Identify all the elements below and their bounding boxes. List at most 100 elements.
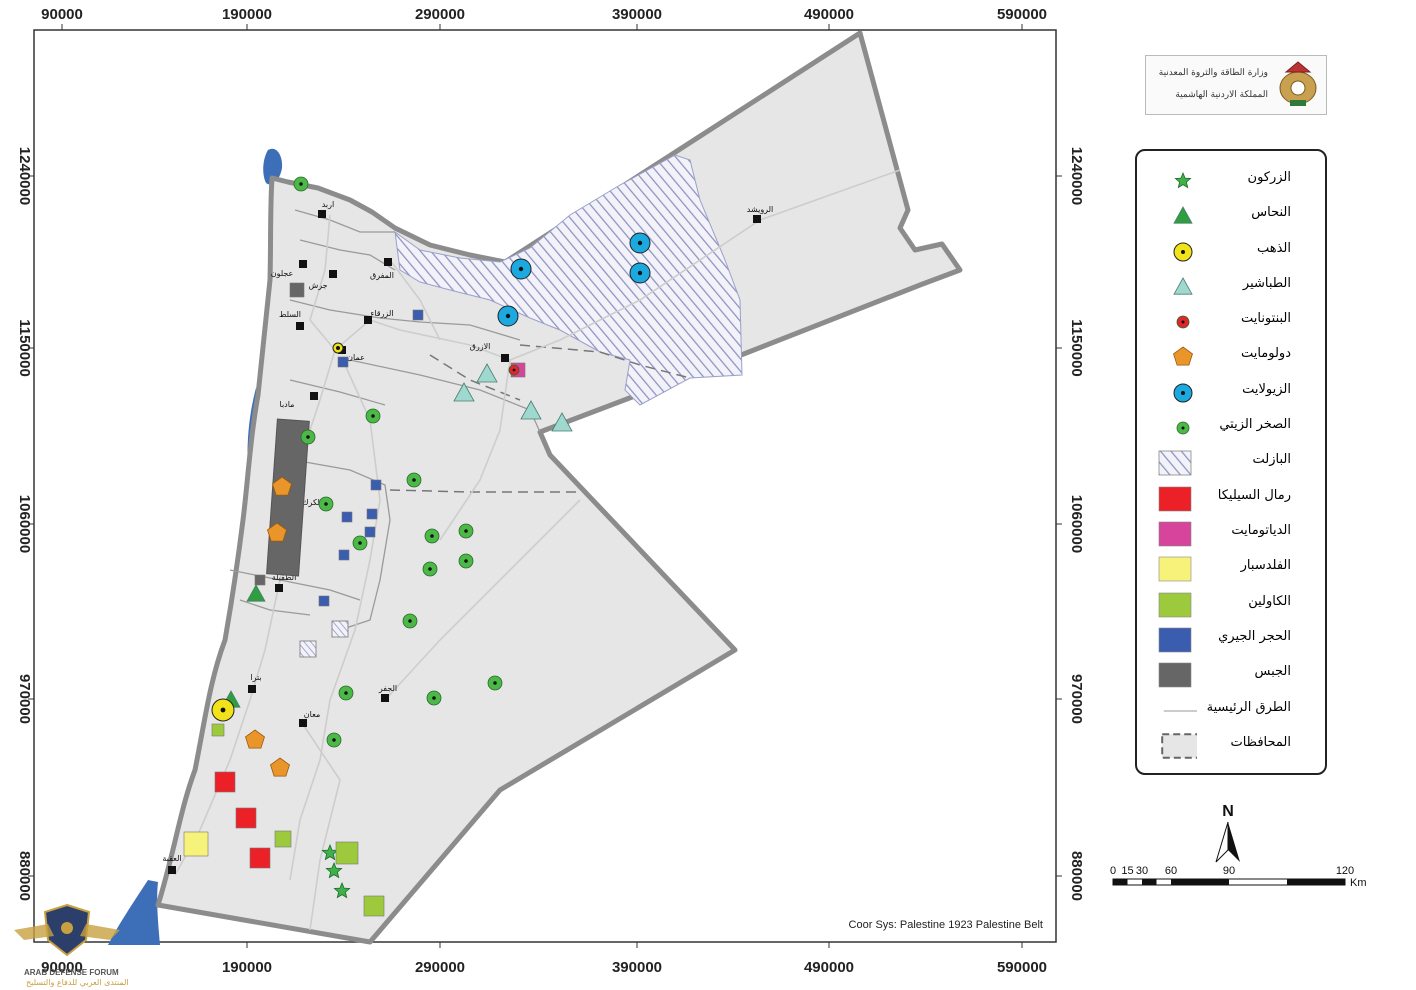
city-label: الجفر: [378, 684, 397, 693]
deposit-rect-marker: [364, 526, 376, 538]
city-square-icon: [381, 694, 389, 702]
deposit-pentagon-marker: [267, 522, 287, 542]
deposit-small-dot-marker: [352, 535, 368, 551]
scale-label: 90: [1223, 865, 1235, 877]
x-tick-label: 490000: [804, 959, 854, 976]
legend-item: الطرق الرئيسية: [1145, 696, 1321, 726]
city-square-icon: [318, 210, 326, 218]
deposit-hatch-marker: [331, 620, 349, 638]
city-markers: اربد عجلون جرش المفرق السلط الزرقاء عمان الازرق…: [162, 200, 773, 874]
x-tick-label: 290000: [415, 959, 465, 976]
y-axis-ticks-left: 1240000 1150000 1060000 970000 880000: [16, 147, 34, 901]
deposit-small-dot-marker: [318, 496, 334, 512]
legend-item: الذهب: [1145, 237, 1321, 267]
deposit-small-dot-marker: [406, 472, 422, 488]
legend-item: الكاولين: [1145, 590, 1321, 620]
deposit-rect-marker: [370, 479, 382, 491]
watermark-subtitle: المنتدى العربي للدفاع والتسليح: [26, 978, 129, 987]
y-tick-label: 1240000: [1068, 147, 1085, 205]
legend-label: الزيولايت: [1242, 382, 1291, 397]
city-label: اربد: [322, 200, 335, 209]
legend-dashed-rect-icon: [1161, 733, 1197, 759]
legend-rect-icon: [1158, 521, 1192, 547]
scale-label: 120: [1336, 865, 1354, 877]
jordan-country-shape: [155, 30, 963, 945]
mineral-deposits: [183, 176, 651, 917]
city-square-icon: [168, 866, 176, 874]
y-tick-label: 880000: [16, 851, 33, 901]
deposit-small-dot-marker: [458, 553, 474, 569]
legend-label: البازلت: [1252, 452, 1291, 467]
legend-item: دولومايت: [1145, 342, 1321, 372]
scale-label: 60: [1165, 865, 1177, 877]
legend-symbol: [1173, 242, 1193, 262]
legend-label: الزركون: [1247, 170, 1291, 185]
legend-symbol: [1176, 421, 1190, 435]
legend-symbol: [1161, 733, 1197, 759]
city-label: الكرك: [302, 498, 322, 507]
legend-item: المحافظات: [1145, 731, 1321, 761]
watermark-title: ARAB DEFENSE FORUM: [24, 968, 119, 977]
legend-small-dot-icon: [1176, 315, 1190, 329]
legend-symbol: [1176, 315, 1190, 329]
city-label: عمان: [347, 353, 365, 362]
x-tick-label: 390000: [612, 959, 662, 976]
deposit-triangle-marker: [476, 363, 498, 383]
city-label: الزرقاء: [371, 309, 394, 318]
y-tick-label: 1150000: [16, 319, 33, 377]
north-letter: N: [1222, 803, 1234, 820]
deposit-rect-marker: [412, 309, 424, 321]
scale-label: 30: [1136, 865, 1148, 877]
legend-label: الطرق الرئيسية: [1206, 700, 1291, 715]
city-label: المفرق: [370, 271, 394, 280]
deposit-triangle-marker: [520, 400, 542, 420]
legend-label: الدياتومايت: [1231, 523, 1291, 538]
y-tick-label: 1060000: [1068, 495, 1085, 553]
x-tick-label: 590000: [997, 959, 1047, 976]
deposit-small-dot-marker: [402, 613, 418, 629]
y-axis-ticks-right: 1240000 1150000 1060000 970000 880000: [1056, 147, 1085, 901]
legend-item: الدياتومايت: [1145, 519, 1321, 549]
x-tick-label: 190000: [222, 6, 272, 23]
deposit-triangle-marker: [551, 412, 573, 432]
y-tick-label: 1060000: [16, 495, 33, 553]
deposit-small-dot-marker: [422, 561, 438, 577]
legend-label: البنتونايت: [1240, 311, 1291, 326]
deposit-star-marker: [325, 861, 343, 879]
x-axis-ticks-top: 90000 190000 290000 390000 490000 590000: [41, 6, 1047, 30]
legend-label: الذهب: [1256, 241, 1291, 256]
city-square-icon: [310, 392, 318, 400]
deposit-small-dot-marker: [300, 429, 316, 445]
deposit-rect-marker: [254, 574, 266, 586]
city-square-icon: [299, 260, 307, 268]
legend-symbol: [1173, 346, 1193, 366]
map-legend: الزركون النحاس الذهب الطباشير البنتونايت دولو…: [1135, 149, 1327, 775]
deposit-rect-marker: [363, 895, 385, 917]
legend-label: الطباشير: [1242, 276, 1291, 291]
legend-label: رمال السيليكا: [1217, 488, 1291, 503]
legend-label: الحجر الجيري: [1218, 629, 1291, 644]
deposit-rect-marker: [337, 356, 349, 368]
deposit-rect-marker: [318, 595, 330, 607]
legend-item: الحجر الجيري: [1145, 625, 1321, 655]
deposit-circle-dot-marker: [497, 305, 519, 327]
legend-rect-icon: [1158, 556, 1192, 582]
city-label: مادبا: [280, 400, 295, 409]
city-label: الرويشد: [747, 205, 774, 214]
deposit-small-dot-marker: [424, 528, 440, 544]
gulf-of-aqaba: [108, 880, 160, 945]
legend-line-icon: [1163, 710, 1197, 712]
legend-pentagon-icon: [1173, 346, 1193, 366]
legend-triangle-icon: [1173, 277, 1193, 295]
deposit-small-dot-marker: [426, 690, 442, 706]
city-square-icon: [384, 258, 392, 266]
city-label: بترا: [250, 673, 261, 682]
deposit-small-dot-marker: [458, 523, 474, 539]
scale-label: 0: [1110, 865, 1116, 877]
city-label: عجلون: [271, 269, 294, 278]
deposit-rect-marker: [335, 841, 359, 865]
deposit-rect-marker: [183, 831, 209, 857]
legend-label: الجبس: [1254, 664, 1291, 679]
dashed-boundaries: [389, 344, 691, 493]
legend-label: الصخر الزيتي: [1219, 417, 1291, 432]
